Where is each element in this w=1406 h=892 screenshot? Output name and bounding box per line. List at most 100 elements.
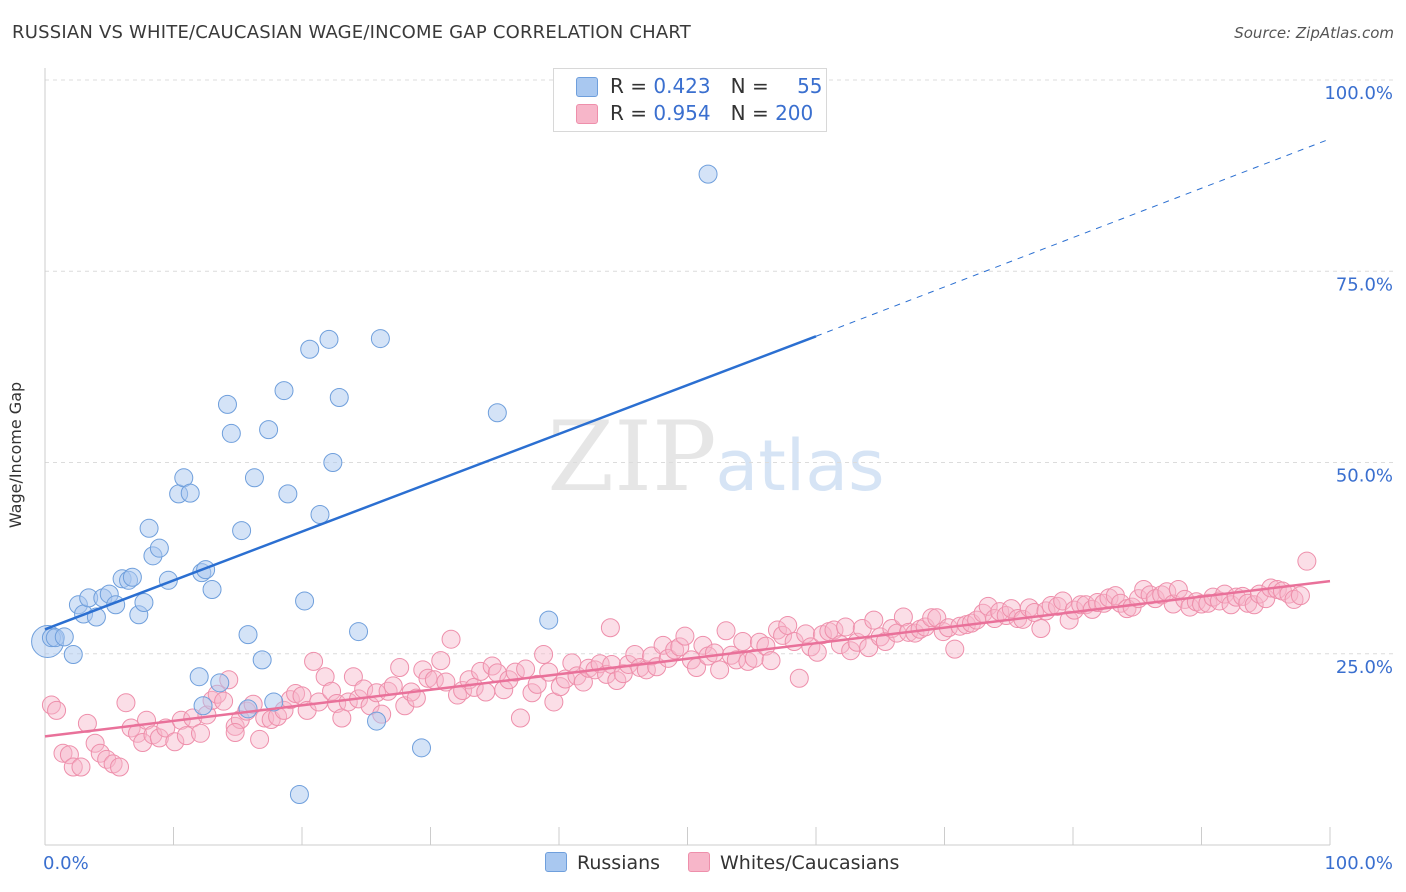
watermark-atlas: atlas [715, 425, 884, 507]
russians-point [698, 164, 718, 184]
whites-point [505, 662, 525, 682]
y-tick-label: 25.0% [1336, 657, 1393, 678]
x-tick-label: 100.0% [1324, 853, 1393, 874]
russians-point [63, 645, 83, 665]
whites-point [789, 668, 809, 688]
axes [44, 68, 1331, 846]
russians-series [31, 164, 718, 805]
whites-point [864, 610, 884, 630]
russians-point [189, 667, 209, 687]
whites-point [733, 632, 753, 652]
watermark: ZIP atlas [547, 401, 884, 513]
russians-point [319, 329, 339, 349]
whites-point [778, 615, 798, 635]
russians-point [252, 650, 272, 670]
russians-trend-line [44, 335, 817, 631]
whites-point [539, 662, 559, 682]
whites-point [322, 681, 342, 701]
legend-item-whites[interactable]: Whites/Caucasians [688, 852, 899, 874]
whites-point [431, 651, 451, 671]
whites-swatch [576, 104, 598, 124]
whites-point [675, 626, 695, 646]
russians-point [122, 567, 142, 587]
russians-point [310, 505, 330, 525]
russians-point [349, 622, 369, 642]
whites-point [1244, 595, 1264, 615]
whites-point [836, 617, 856, 637]
russians-point [134, 592, 154, 612]
russians-point [323, 453, 343, 472]
whites-swatch [688, 852, 710, 872]
tick-labels: 25.0% 50.0% 75.0% 100.0% 0.0% 100.0% [43, 83, 1393, 874]
whites-point [1059, 610, 1079, 630]
whites-point [476, 682, 496, 702]
whites-point [116, 693, 136, 713]
legend-n-label: N = [730, 74, 776, 98]
whites-point [761, 651, 781, 671]
russians-point [180, 483, 200, 503]
whites-point [332, 708, 352, 728]
russians-point [244, 468, 264, 488]
whites-point [527, 674, 547, 694]
whites-point [343, 667, 363, 687]
russians-trend-extension [815, 138, 1331, 337]
legend-item-russians[interactable]: Russians [545, 852, 660, 874]
chart-title: RUSSIAN VS WHITE/CAUCASIAN WAGE/INCOME G… [12, 22, 691, 43]
whites-point [390, 658, 410, 678]
whites-point [1290, 586, 1310, 606]
russians-point [412, 738, 432, 758]
grid-lines [45, 79, 1395, 655]
whites-point [510, 708, 530, 728]
whites-point [893, 607, 913, 627]
whites-point [165, 732, 185, 752]
whites-point [516, 659, 536, 679]
legend-n-label: N = [730, 101, 776, 125]
y-tick-label: 100.0% [1324, 83, 1393, 104]
whites-point [110, 757, 130, 777]
y-tick-label: 50.0% [1336, 466, 1393, 487]
correlation-legend: R = 0.423 N = 55 R = 0.954 N = 200 [553, 68, 827, 132]
whites-point [304, 651, 324, 671]
whites-trend-line [44, 579, 1331, 738]
whites-point [406, 688, 426, 708]
whites-point [716, 621, 736, 641]
russians-point [238, 699, 258, 719]
trend-lines [44, 138, 1331, 738]
whites-point [85, 733, 105, 753]
whites-point [41, 695, 61, 715]
russians-point [289, 785, 309, 805]
whites-point [579, 658, 599, 678]
russians-point [54, 627, 74, 647]
whites-point [149, 728, 169, 748]
whites-point [47, 700, 67, 720]
whites-series [41, 551, 1317, 777]
russians-point [232, 521, 252, 541]
whites-point [176, 726, 196, 746]
whites-point [441, 629, 461, 649]
whites-point [1071, 595, 1091, 615]
whites-point [824, 620, 844, 640]
y-tick-label: 75.0% [1336, 274, 1393, 295]
legend-r-value: 0.423 [653, 74, 711, 98]
russians-point [217, 394, 237, 414]
russians-point [196, 560, 216, 580]
russians-point [264, 692, 284, 712]
whites-point [773, 625, 793, 645]
russians-point [278, 484, 298, 504]
russians-point [370, 329, 390, 349]
whites-point [59, 745, 79, 765]
whites-point [600, 618, 620, 638]
whites-point [190, 723, 210, 743]
russians-point [259, 420, 279, 440]
x-tick-label: 0.0% [43, 853, 89, 874]
russians-point [139, 518, 159, 538]
russians-point [238, 625, 258, 645]
whites-point [53, 743, 73, 763]
whites-point [471, 661, 491, 681]
whites-point [807, 642, 827, 662]
russians-point [295, 591, 315, 611]
whites-point [63, 757, 83, 777]
whites-point [670, 637, 690, 657]
watermark-zip: ZIP [547, 401, 716, 513]
